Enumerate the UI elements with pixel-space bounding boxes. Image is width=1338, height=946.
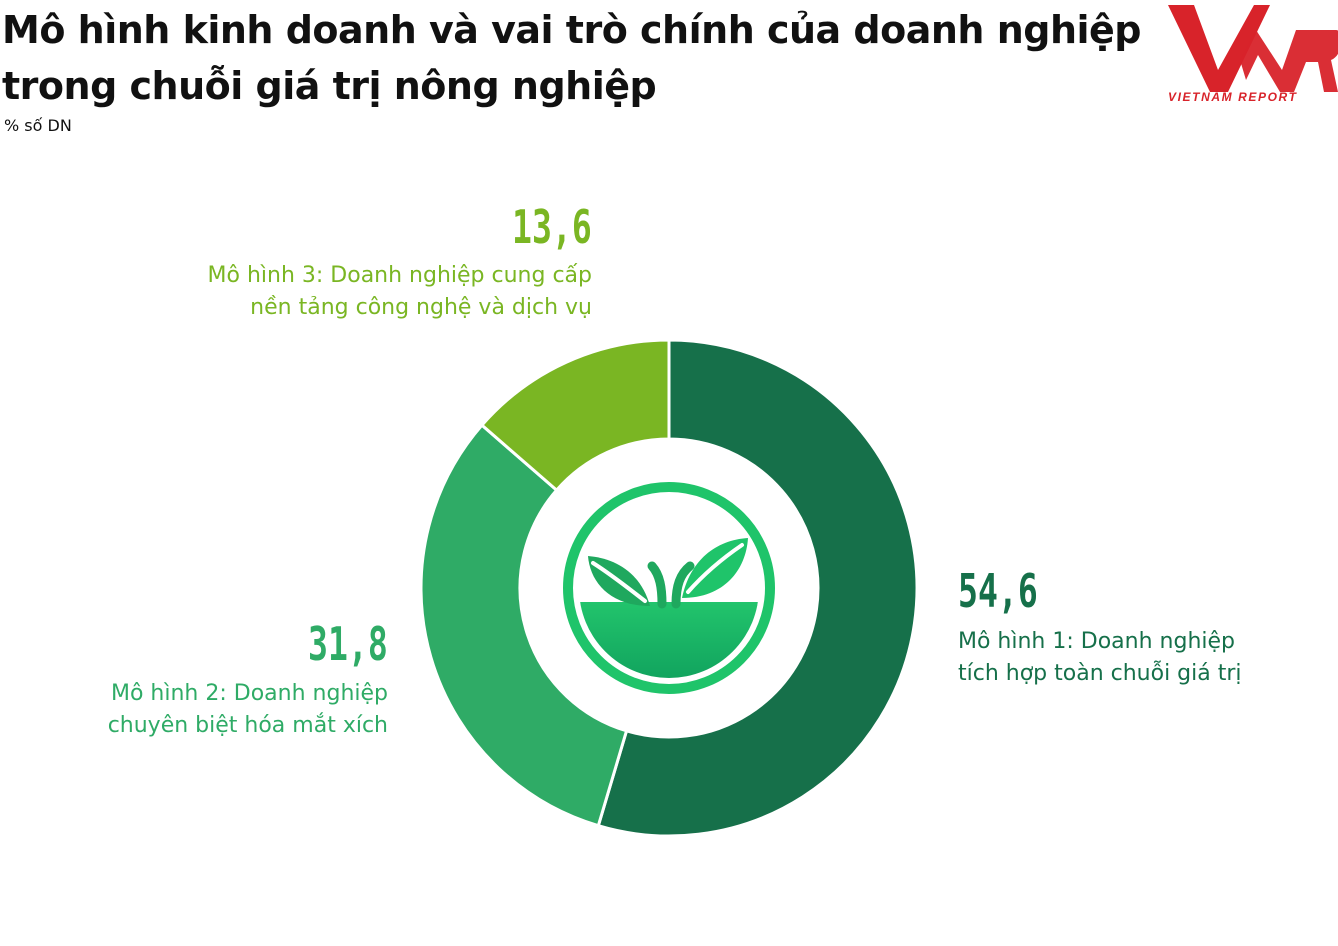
logo-mark bbox=[1168, 5, 1270, 92]
slice-label-3-line-1: Mô hình 3: Doanh nghiệp cung cấp bbox=[207, 263, 592, 288]
slice-label-2-line-1: Mô hình 2: Doanh nghiệp bbox=[111, 681, 388, 706]
donut-slices bbox=[419, 338, 919, 838]
slice-value-1: 54,6 bbox=[958, 564, 1038, 618]
slice-value-2: 31,8 bbox=[308, 617, 388, 671]
chart-title: Mô hình kinh doanh và vai trò chính của … bbox=[2, 8, 1142, 108]
donut-slice-1 bbox=[596, 338, 919, 838]
slice-value-3: 13,6 bbox=[512, 200, 592, 254]
sprout-icon bbox=[563, 482, 775, 694]
slice-label-1-line-1: Mô hình 1: Doanh nghiệp bbox=[958, 629, 1235, 654]
donut-slice-2 bbox=[419, 423, 629, 828]
chart-unit-label: % số DN bbox=[4, 116, 72, 135]
logo-mark bbox=[1240, 30, 1338, 92]
slice-label-2-line-2: chuyên biệt hóa mắt xích bbox=[107, 713, 388, 738]
donut-slice-3 bbox=[479, 338, 671, 493]
logo-caption: VIETNAM REPORT bbox=[1168, 90, 1298, 104]
slice-label-3-line-2: nền tảng công nghệ và dịch vụ bbox=[250, 295, 592, 320]
slice-label-1-line-2: tích hợp toàn chuỗi giá trị bbox=[958, 661, 1242, 686]
vnr-logo bbox=[1168, 5, 1338, 92]
